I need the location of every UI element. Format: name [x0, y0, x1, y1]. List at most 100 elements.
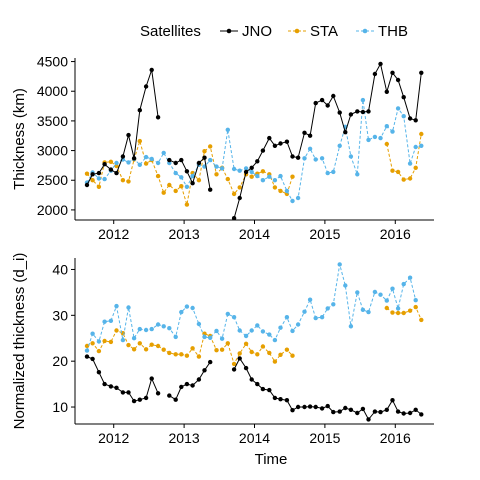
legend: Satellites JNO STA THB	[140, 23, 408, 40]
data-point-jno	[355, 109, 360, 114]
data-point-thb	[413, 298, 418, 303]
data-point-jno	[184, 381, 190, 387]
data-point-thb	[260, 329, 266, 334]
series-thb	[84, 262, 418, 353]
data-point-jno	[202, 155, 207, 160]
data-point-sta	[126, 179, 131, 184]
data-point-sta	[243, 341, 249, 346]
data-point-jno	[355, 410, 360, 416]
data-point-sta	[419, 317, 424, 323]
data-point-sta	[413, 165, 418, 170]
data-point-sta	[161, 347, 166, 352]
data-point-thb	[284, 315, 290, 320]
data-point-jno	[249, 165, 254, 170]
data-point-jno	[243, 169, 249, 175]
data-point-jno	[290, 154, 295, 159]
data-point-thb	[190, 173, 195, 179]
data-point-thb	[295, 195, 301, 201]
data-point-sta	[126, 342, 131, 348]
data-point-sta	[149, 342, 154, 347]
data-point-jno	[90, 172, 95, 177]
data-point-jno	[390, 70, 395, 76]
data-point-sta	[196, 354, 202, 359]
data-point-thb	[184, 184, 190, 189]
data-point-thb	[319, 156, 325, 161]
data-point-sta	[390, 168, 395, 173]
data-point-jno	[413, 407, 418, 412]
data-point-sta	[231, 191, 237, 197]
data-point-sta	[167, 350, 172, 356]
data-point-thb	[114, 160, 119, 166]
data-point-thb	[401, 114, 406, 119]
data-point-jno	[366, 417, 371, 422]
data-point-thb	[278, 173, 283, 179]
data-point-thb	[272, 178, 278, 183]
data-point-sta	[96, 348, 102, 354]
data-point-thb	[413, 144, 418, 150]
data-point-thb	[284, 188, 290, 194]
data-point-thb	[219, 336, 225, 341]
data-point-jno	[267, 135, 272, 141]
legend-key-point	[294, 28, 300, 34]
legend-key-point	[226, 28, 232, 34]
y-tick-label: 3500	[37, 113, 68, 129]
data-point-jno	[284, 139, 290, 144]
data-point-thb	[407, 275, 413, 280]
data-point-jno	[202, 368, 207, 373]
series-line-thb	[86, 264, 417, 351]
data-point-jno	[255, 381, 260, 387]
data-point-thb	[313, 157, 318, 162]
data-point-jno	[120, 390, 126, 395]
data-point-sta	[102, 338, 107, 344]
data-point-jno	[137, 108, 142, 113]
data-point-jno	[384, 89, 389, 95]
data-point-thb	[348, 324, 354, 329]
data-point-thb	[108, 318, 114, 323]
data-point-sta	[108, 339, 114, 345]
data-point-thb	[302, 309, 307, 314]
data-point-thb	[102, 176, 107, 182]
data-point-jno	[419, 70, 424, 76]
data-point-thb	[395, 106, 401, 111]
data-point-jno	[208, 187, 213, 192]
data-point-jno	[243, 365, 249, 371]
data-point-thb	[96, 339, 102, 344]
data-point-jno	[325, 403, 330, 409]
data-point-jno	[307, 133, 313, 138]
data-point-sta	[143, 161, 149, 166]
legend-entry-jno: JNO	[242, 23, 272, 40]
data-point-thb	[84, 348, 90, 353]
data-point-jno	[90, 356, 95, 362]
x-tick-label: 2012	[98, 226, 129, 242]
data-point-jno	[126, 390, 131, 395]
series-line-jno	[233, 62, 422, 219]
data-point-thb	[278, 325, 283, 330]
data-point-jno	[307, 404, 313, 409]
x-tick-label: 2013	[169, 430, 200, 446]
data-point-sta	[179, 352, 184, 357]
x-tick-label: 2016	[380, 430, 411, 446]
data-point-jno	[96, 370, 102, 375]
data-point-sta	[419, 131, 424, 137]
data-point-thb	[179, 309, 184, 315]
data-point-thb	[231, 315, 237, 320]
data-point-jno	[96, 170, 102, 176]
data-point-jno	[302, 404, 307, 410]
data-point-jno	[413, 118, 418, 123]
data-point-sta	[167, 182, 172, 188]
data-point-jno	[284, 398, 290, 403]
data-point-sta	[114, 328, 119, 333]
data-point-jno	[278, 397, 283, 402]
data-point-sta	[290, 353, 295, 358]
data-point-thb	[372, 289, 378, 295]
legend-entry-sta: STA	[310, 23, 338, 40]
data-point-sta	[137, 341, 142, 346]
data-point-jno	[401, 411, 406, 416]
data-point-sta	[401, 177, 406, 182]
data-point-jno	[149, 67, 154, 73]
data-point-jno	[278, 141, 283, 146]
data-point-thb	[337, 262, 342, 267]
data-point-jno	[237, 356, 242, 361]
data-point-thb	[366, 309, 371, 315]
data-point-thb	[214, 328, 219, 334]
